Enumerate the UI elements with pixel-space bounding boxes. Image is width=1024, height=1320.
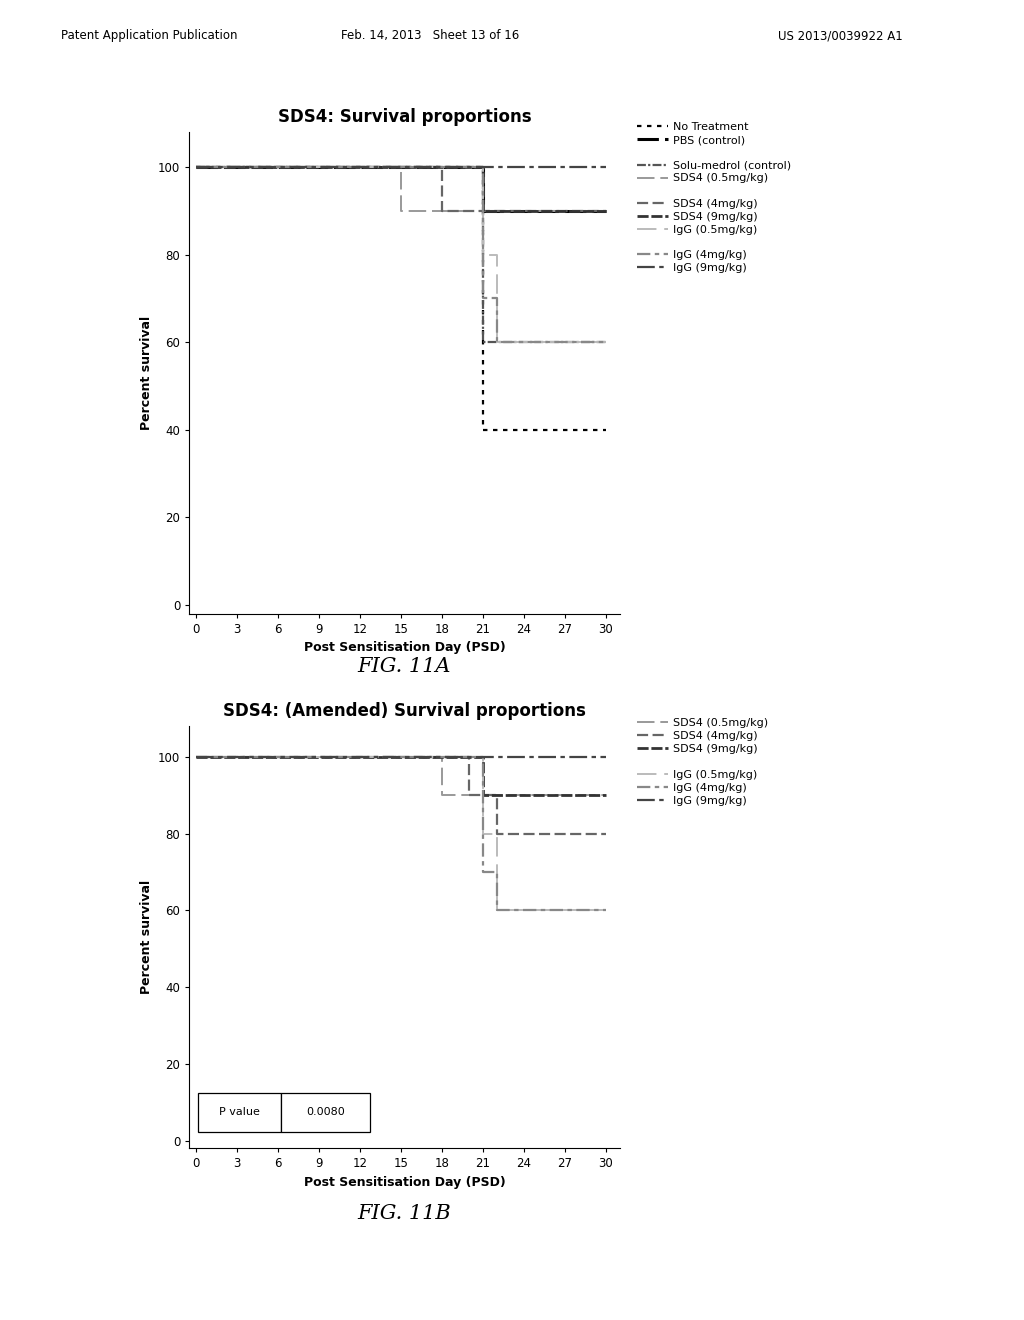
Text: Feb. 14, 2013   Sheet 13 of 16: Feb. 14, 2013 Sheet 13 of 16 [341, 29, 519, 42]
Y-axis label: Percent survival: Percent survival [139, 315, 153, 430]
Text: US 2013/0039922 A1: US 2013/0039922 A1 [778, 29, 903, 42]
Legend: SDS4 (0.5mg/kg), SDS4 (4mg/kg), SDS4 (9mg/kg), , IgG (0.5mg/kg), IgG (4mg/kg), I: SDS4 (0.5mg/kg), SDS4 (4mg/kg), SDS4 (9m… [637, 718, 769, 807]
Text: FIG. 11A: FIG. 11A [357, 657, 452, 676]
Text: P value: P value [219, 1107, 260, 1118]
Text: 0.0080: 0.0080 [306, 1107, 345, 1118]
Title: SDS4: (Amended) Survival proportions: SDS4: (Amended) Survival proportions [223, 702, 586, 721]
Bar [281, 1093, 370, 1131]
Legend: No Treatment, PBS (control), , Solu-medrol (control), SDS4 (0.5mg/kg), , SDS4 (4: No Treatment, PBS (control), , Solu-medr… [637, 123, 792, 273]
X-axis label: Post Sensitisation Day (PSD): Post Sensitisation Day (PSD) [303, 642, 506, 655]
Y-axis label: Percent survival: Percent survival [139, 880, 153, 994]
Title: SDS4: Survival proportions: SDS4: Survival proportions [278, 108, 531, 127]
Text: Patent Application Publication: Patent Application Publication [61, 29, 238, 42]
X-axis label: Post Sensitisation Day (PSD): Post Sensitisation Day (PSD) [303, 1176, 506, 1189]
Text: FIG. 11B: FIG. 11B [357, 1204, 452, 1222]
Bar [198, 1093, 281, 1131]
